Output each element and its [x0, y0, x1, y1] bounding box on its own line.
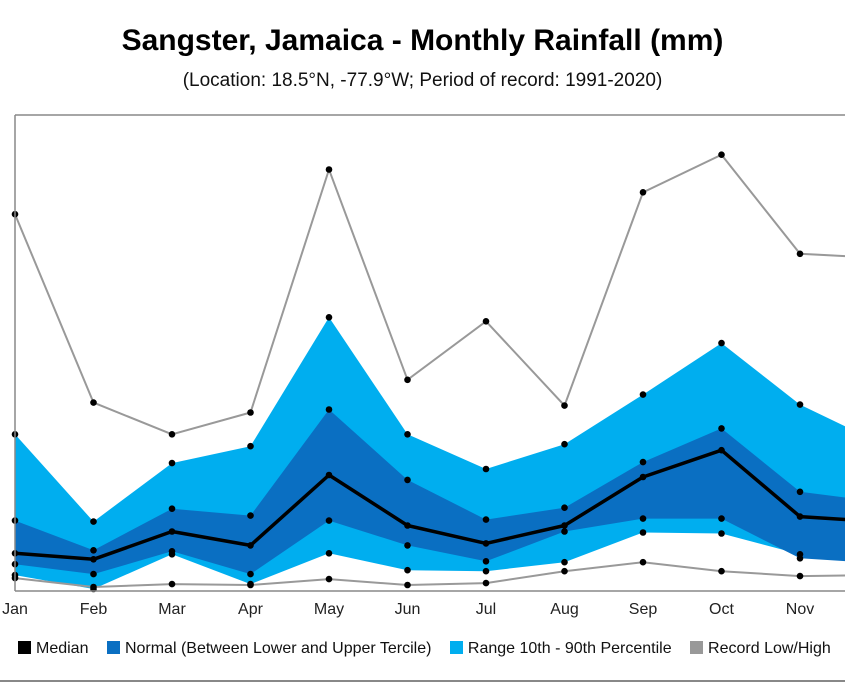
chart-subtitle: (Location: 18.5°N, -77.9°W; Period of re… [182, 70, 663, 91]
p10-point-aug [561, 558, 568, 566]
x-tick-label-feb: Feb [80, 601, 108, 618]
record-high-point-sep [639, 189, 647, 196]
x-tick-label-jul: Jul [476, 601, 496, 618]
lower-tercile-point-feb [90, 570, 97, 578]
p90-point-nov [796, 401, 804, 408]
legend-range-label: Range 10th - 90th Percentile [467, 640, 672, 657]
upper-tercile-point-apr [247, 512, 254, 519]
record-high-point-aug [561, 402, 568, 409]
p90-point-apr [247, 442, 254, 450]
record-high-point-oct [718, 151, 725, 158]
median-point-nov [796, 513, 804, 520]
legend-median-label: Median [36, 640, 89, 657]
p90-point-oct [718, 339, 725, 347]
legend-record-swatch [690, 641, 704, 654]
legend-normal-label: Normal (Between Lower and Upper Tercile) [124, 640, 432, 657]
p10-point-sep [639, 529, 647, 536]
p90-point-sep [639, 391, 647, 398]
p90-point-feb [90, 518, 97, 525]
p90-point-jun [404, 431, 411, 438]
upper-tercile-point-jun [404, 476, 411, 484]
p90-point-may [325, 314, 333, 321]
x-tick-label-jan: Jan [2, 601, 28, 618]
p10-point-mar [168, 551, 176, 558]
x-tick-label-nov: Nov [786, 601, 814, 618]
record-high-point-jul [482, 318, 490, 325]
median-line [14, 448, 845, 562]
normal-band [15, 409, 845, 575]
record-low-line [14, 561, 845, 589]
record-low-point-nov [796, 572, 804, 580]
record-low-point-feb [90, 583, 97, 591]
legend-range-swatch [449, 641, 463, 654]
p10-point-oct [718, 530, 725, 537]
p10-point-may [325, 550, 333, 557]
chart-title: Sangster, Jamaica - Monthly Rainfall (mm… [121, 24, 724, 57]
upper-tercile-point-aug [561, 504, 568, 512]
lower-tercile-point-apr [247, 570, 254, 578]
legend-median: Median [18, 640, 88, 658]
record-low-point-aug [561, 567, 568, 575]
record-high-point-apr [247, 409, 254, 416]
median-point-feb [90, 556, 97, 563]
upper-tercile-point-may [325, 406, 333, 413]
p10-point-jul [482, 567, 490, 575]
chart-legend: Median Normal (Between Lower and Upper T… [18, 640, 845, 658]
record-high-line [14, 153, 845, 436]
legend-normal: Normal (Between Lower and Upper Tercile) [106, 640, 432, 658]
x-tick-label-sep: Sep [629, 601, 658, 618]
upper-tercile-point-sep [639, 458, 647, 466]
upper-tercile-point-jul [482, 516, 490, 523]
median-point-may [325, 471, 333, 479]
upper-tercile-point-feb [90, 547, 97, 554]
p90-point-mar [168, 459, 176, 467]
legend-record-label: Record Low/High [708, 640, 831, 657]
record-high-point-mar [168, 431, 176, 438]
record-high-point-feb [90, 399, 97, 406]
legend-median-swatch [18, 641, 31, 654]
median-point-sep [639, 473, 647, 481]
upper-tercile-point-nov [796, 488, 804, 496]
legend-normal-swatch [106, 641, 120, 654]
record-high-point-jun [404, 376, 411, 384]
x-tick-label-oct: Oct [709, 601, 734, 618]
record-low-point-sep [639, 558, 647, 566]
record-low-point-jun [404, 581, 411, 589]
lower-tercile-point-oct [718, 515, 725, 522]
p10-point-nov [796, 551, 804, 558]
record-low-point-apr [247, 581, 254, 589]
record-high-point-may [325, 166, 333, 173]
bottom-rule [0, 680, 845, 682]
record-low-point-jul [482, 579, 490, 587]
lower-tercile-point-jul [482, 558, 490, 565]
record-low-point-mar [168, 580, 176, 588]
x-tick-label-mar: Mar [158, 601, 186, 618]
p90-point-aug [561, 440, 568, 448]
record-low-point-may [325, 575, 333, 583]
upper-tercile-point-mar [168, 505, 176, 512]
median-point-mar [168, 528, 176, 535]
x-tick-label-jun: Jun [395, 601, 421, 618]
lower-tercile-point-sep [639, 515, 647, 522]
x-tick-label-aug: Aug [550, 601, 578, 618]
x-tick-label-apr: Apr [238, 601, 264, 618]
record-low-point-oct [718, 567, 725, 575]
legend-range: Range 10th - 90th Percentile [449, 640, 672, 658]
lower-tercile-point-jun [404, 542, 411, 549]
legend-record: Record Low/High [690, 640, 831, 658]
lower-tercile-point-aug [561, 528, 568, 535]
median-point-jul [482, 540, 490, 547]
median-point-aug [561, 522, 568, 529]
x-tick-label-may: May [314, 601, 344, 618]
median-point-apr [247, 542, 254, 549]
upper-tercile-point-oct [718, 425, 725, 432]
record-high-point-nov [796, 250, 804, 258]
median-point-jun [404, 522, 411, 529]
median-point-oct [718, 446, 725, 454]
lower-tercile-point-may [325, 517, 333, 524]
p90-point-jul [482, 465, 490, 473]
p10-point-jun [404, 566, 411, 574]
